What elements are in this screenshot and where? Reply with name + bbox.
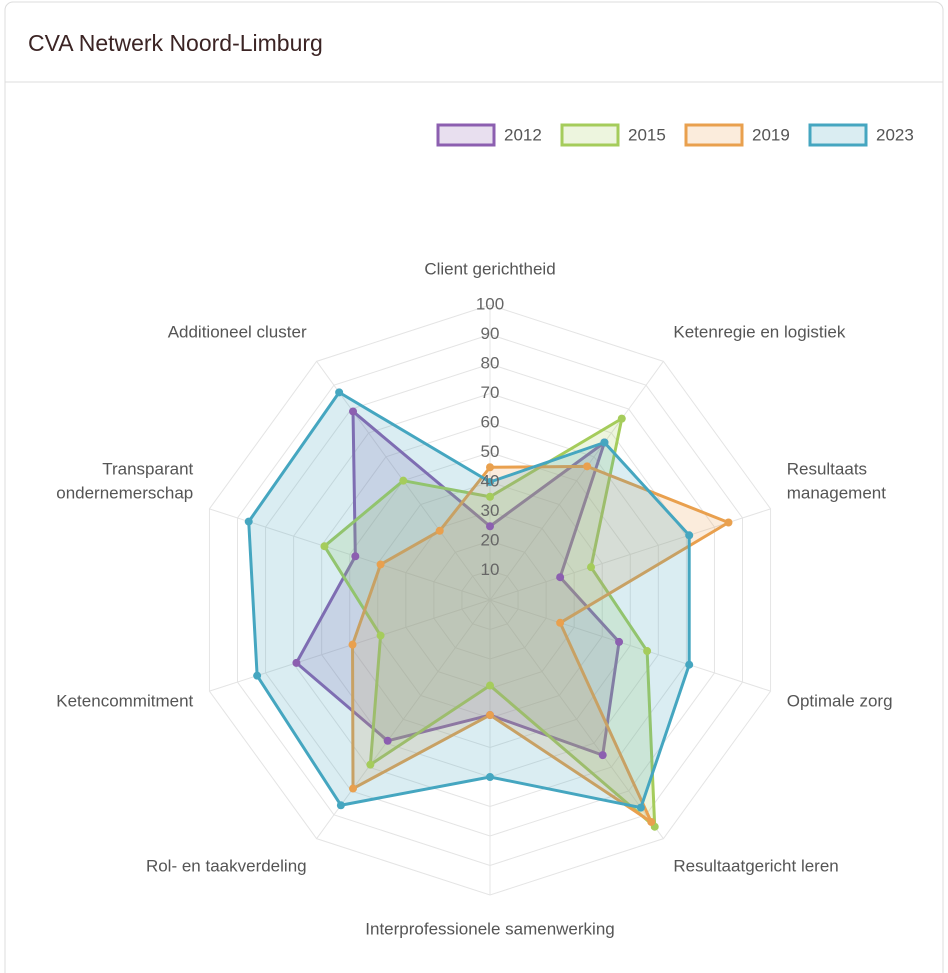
angle-line	[316, 599, 491, 839]
data-point	[348, 640, 357, 649]
data-point	[486, 478, 494, 486]
data-point	[556, 573, 565, 582]
data-point	[598, 751, 607, 760]
data-point	[685, 660, 694, 669]
axis-label: Interprofessionele samenwerking	[365, 919, 614, 938]
r-tick-label: 20	[481, 530, 500, 549]
data-point	[486, 681, 494, 690]
r-tick-label: 70	[481, 383, 500, 402]
r-tick-label: 40	[481, 471, 500, 490]
data-point	[615, 637, 624, 646]
data-point	[349, 784, 358, 793]
data-point	[349, 407, 358, 416]
data-point	[583, 462, 592, 471]
data-point	[292, 658, 301, 667]
angle-line	[489, 599, 664, 839]
data-point	[486, 463, 494, 472]
angle-line	[209, 508, 491, 601]
data-point	[486, 522, 494, 531]
legend-swatch	[436, 123, 496, 147]
data-point	[253, 671, 262, 680]
r-tick-label: 80	[481, 353, 500, 372]
data-point	[587, 563, 596, 572]
legend-swatch	[808, 123, 868, 147]
data-point	[486, 773, 494, 781]
data-point	[335, 388, 344, 397]
data-point	[724, 518, 733, 527]
data-point	[320, 542, 329, 551]
axis-label: Ketenregie en logistiek	[673, 323, 846, 342]
data-point	[399, 476, 408, 485]
data-point	[643, 647, 652, 656]
r-tick-label: 30	[481, 501, 500, 520]
data-point	[244, 517, 253, 526]
data-point	[435, 526, 444, 535]
legend-swatch	[684, 123, 744, 147]
angle-line	[489, 361, 664, 601]
legend-label: 2012	[504, 125, 542, 144]
axis-label: Transparant	[102, 460, 193, 479]
data-point	[366, 760, 375, 769]
r-tick-label: 10	[481, 560, 500, 579]
data-point	[383, 736, 392, 745]
data-point	[336, 801, 345, 810]
angle-line	[489, 599, 771, 692]
r-tick-label: 90	[481, 324, 500, 343]
axis-label: Resultaatgericht leren	[673, 856, 838, 875]
chart-title: CVA Netwerk Noord-Limburg	[28, 30, 323, 56]
axis-label: management	[787, 484, 887, 503]
axis-label: Client gerichtheid	[424, 259, 555, 278]
data-point	[636, 803, 645, 812]
data-point	[647, 817, 656, 826]
legend-label: 2023	[876, 125, 914, 144]
data-point	[486, 492, 494, 501]
data-point	[376, 631, 385, 640]
data-point	[617, 414, 626, 423]
data-point	[600, 438, 609, 447]
data-point	[556, 618, 565, 627]
data-point	[486, 711, 494, 720]
data-point	[351, 552, 360, 561]
legend-swatch	[560, 123, 620, 147]
data-point	[685, 531, 694, 540]
r-tick-label: 100	[476, 294, 504, 313]
r-tick-label: 50	[481, 442, 500, 461]
axis-label: Rol- en taakverdeling	[146, 856, 307, 875]
axis-label: Additioneel cluster	[168, 323, 307, 342]
axis-label: Resultaats	[787, 460, 867, 479]
legend-label: 2019	[752, 125, 790, 144]
axis-label: Ketencommitment	[56, 691, 193, 710]
legend-label: 2015	[628, 125, 666, 144]
r-tick-label: 60	[481, 412, 500, 431]
axis-label: Optimale zorg	[787, 691, 893, 710]
data-point	[376, 560, 385, 569]
axis-label: ondernemerschap	[56, 484, 193, 503]
